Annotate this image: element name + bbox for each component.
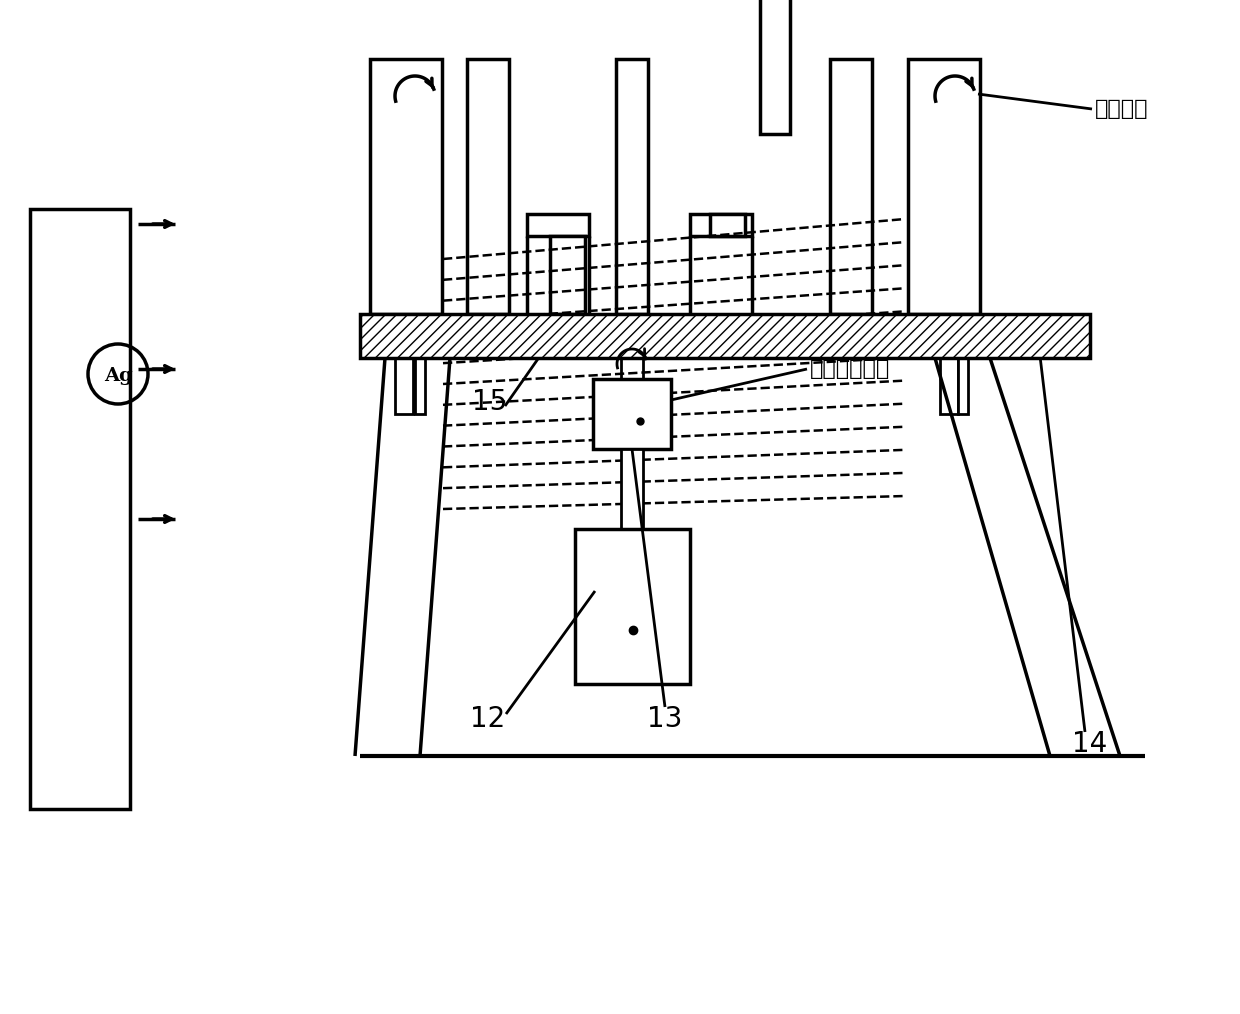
Bar (527, 214, 589, 236)
Bar (689, 214, 751, 236)
Text: 14: 14 (1073, 730, 1107, 758)
Bar (30, 209, 130, 809)
Bar (360, 314, 1090, 358)
Bar (940, 314, 959, 414)
Bar (415, 314, 425, 414)
Text: 旋转方向: 旋转方向 (1095, 99, 1148, 119)
Text: 15: 15 (472, 388, 507, 416)
Bar (621, 358, 644, 388)
Bar (908, 59, 980, 314)
Text: 12: 12 (470, 705, 506, 733)
Bar (551, 236, 585, 314)
Bar (467, 59, 508, 314)
Bar (760, 0, 790, 134)
Bar (593, 379, 671, 449)
Bar (959, 314, 968, 414)
Bar (711, 214, 745, 236)
Bar (621, 449, 644, 529)
Bar (830, 59, 872, 314)
Bar (396, 314, 413, 414)
Bar (370, 59, 441, 314)
Text: Ag: Ag (104, 367, 133, 385)
Text: 电机转动方向: 电机转动方向 (810, 359, 890, 379)
Bar (616, 59, 649, 314)
Text: 13: 13 (647, 705, 683, 733)
Bar (575, 529, 689, 684)
